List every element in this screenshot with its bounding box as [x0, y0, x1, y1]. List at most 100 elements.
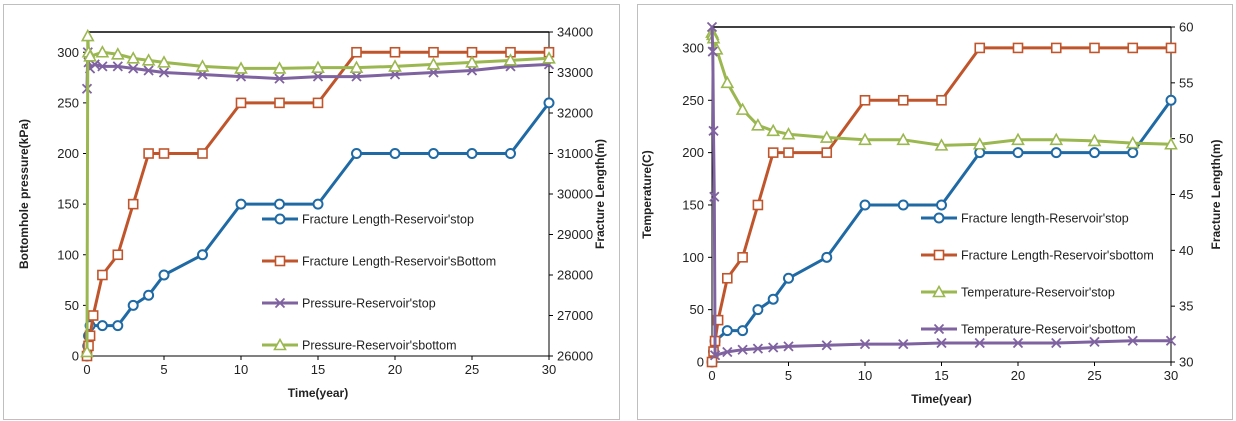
data-point [936, 94, 947, 106]
y-tick-label: 50 [65, 298, 79, 313]
data-point [312, 71, 324, 82]
y2-tick-label: 60 [1179, 20, 1193, 35]
data-point [859, 94, 871, 106]
y-tick-label: 100 [682, 250, 704, 265]
data-point [735, 102, 750, 115]
data-point [128, 63, 139, 74]
y-tick-label: 0 [72, 349, 79, 364]
y2-tick-label: 50 [1179, 131, 1193, 146]
data-point [543, 97, 555, 109]
data-point [821, 147, 833, 158]
x-tick-label: 25 [1087, 368, 1101, 383]
data-point [752, 199, 764, 211]
data-point [542, 51, 556, 64]
data-point [274, 198, 285, 210]
data-point [1087, 133, 1102, 147]
data-point [709, 350, 721, 361]
y-tick-label: 250 [57, 95, 79, 110]
data-point [1011, 132, 1025, 146]
data-point [235, 198, 247, 210]
data-point [312, 198, 324, 210]
data-point [781, 127, 796, 140]
data-point [274, 73, 285, 84]
data-point [274, 97, 285, 109]
data-point [1165, 94, 1177, 106]
x-tick-label: 15 [934, 368, 948, 383]
y2-tick-label: 30000 [557, 187, 593, 202]
data-point [96, 320, 108, 332]
y2-tick-label: 29000 [557, 227, 593, 242]
legend-swatch-marker [933, 323, 945, 335]
legend-label: Temperature-Reservoir'sbottom [961, 323, 1136, 337]
y2-tick-label: 30 [1179, 355, 1193, 370]
data-point [158, 269, 170, 281]
data-point [974, 337, 985, 349]
x-tick-label: 0 [83, 362, 90, 377]
y-tick-label: 200 [57, 146, 79, 161]
legend-swatch-marker [932, 284, 946, 298]
legend-swatch-marker [933, 249, 945, 261]
data-point [1127, 335, 1138, 346]
data-point [709, 191, 720, 202]
legend-label: Fracture Length-Reservoir'sbottom [961, 249, 1154, 263]
series-3 [705, 25, 1178, 151]
data-point [737, 344, 748, 355]
y2-tick-label: 28000 [557, 268, 593, 283]
y2-tick-label: 33000 [557, 65, 593, 80]
series-line [85, 101, 551, 357]
data-point [897, 199, 909, 211]
y2-axis-title: Fracture Length(m) [593, 139, 607, 249]
x-tick-label: 10 [858, 368, 872, 383]
y-tick-label: 50 [690, 302, 704, 317]
data-point [141, 53, 156, 66]
series-1 [706, 94, 1177, 368]
data-point [97, 269, 108, 281]
y-tick-label: 150 [57, 197, 79, 212]
data-point [722, 346, 733, 358]
legend-swatch-marker [274, 213, 286, 225]
data-point [112, 61, 123, 72]
legend-label: Pressure-Reservoir'sbottom [302, 339, 457, 353]
data-point [1089, 42, 1100, 54]
data-point [819, 130, 834, 143]
legend-item: Fracture Length-Reservoir'sBottom [262, 255, 496, 269]
data-point [311, 60, 325, 73]
legend-swatch-marker [274, 297, 286, 309]
data-point [83, 49, 97, 62]
temperature-fracture-chart: 0 5 10 15 20 25 300501001502002503003035404550… [640, 20, 1223, 407]
data-point [351, 46, 362, 58]
data-point [783, 147, 794, 158]
data-point [707, 46, 718, 57]
legend-swatch-marker [274, 255, 286, 267]
data-point [234, 61, 248, 74]
data-point [737, 252, 748, 263]
data-point [936, 199, 947, 211]
series-4 [706, 21, 1177, 361]
data-point [95, 45, 110, 58]
data-point [1050, 42, 1062, 54]
data-point [767, 293, 779, 305]
left-chart-panel: 0 5 10 15 20 25 30 0 50 100 150 200 250 300 26000 27000… [3, 4, 620, 420]
data-point [127, 299, 139, 311]
x-tick-label: 15 [311, 362, 325, 377]
data-point [1051, 337, 1062, 349]
data-point [1050, 147, 1062, 159]
data-point [389, 148, 401, 159]
y2-tick-label: 27000 [557, 308, 593, 323]
data-point [722, 272, 733, 284]
legend-item: Fracture length-Reservoir'stop [921, 212, 1129, 226]
y-tick-label: 300 [57, 45, 79, 60]
x-axis-title: Time(year) [911, 392, 971, 406]
right-chart-panel: 0 5 10 15 20 25 30 0 50 100 150 200 250 300 30 35 40 45 50… [637, 4, 1233, 420]
legend-label: Temperature-Reservoir'stop [961, 286, 1115, 300]
data-point [127, 198, 139, 210]
data-point [235, 97, 247, 109]
data-point [821, 340, 832, 351]
legend-label: Pressure-Reservoir'stop [302, 297, 436, 311]
data-point [859, 199, 871, 211]
x-tick-label: 25 [465, 362, 479, 377]
y2-tick-label: 55 [1179, 75, 1193, 90]
legend-label: Fracture Length-Reservoir'stop [302, 213, 474, 227]
plot-area [80, 28, 556, 362]
y2-tick-label: 45 [1179, 187, 1193, 202]
